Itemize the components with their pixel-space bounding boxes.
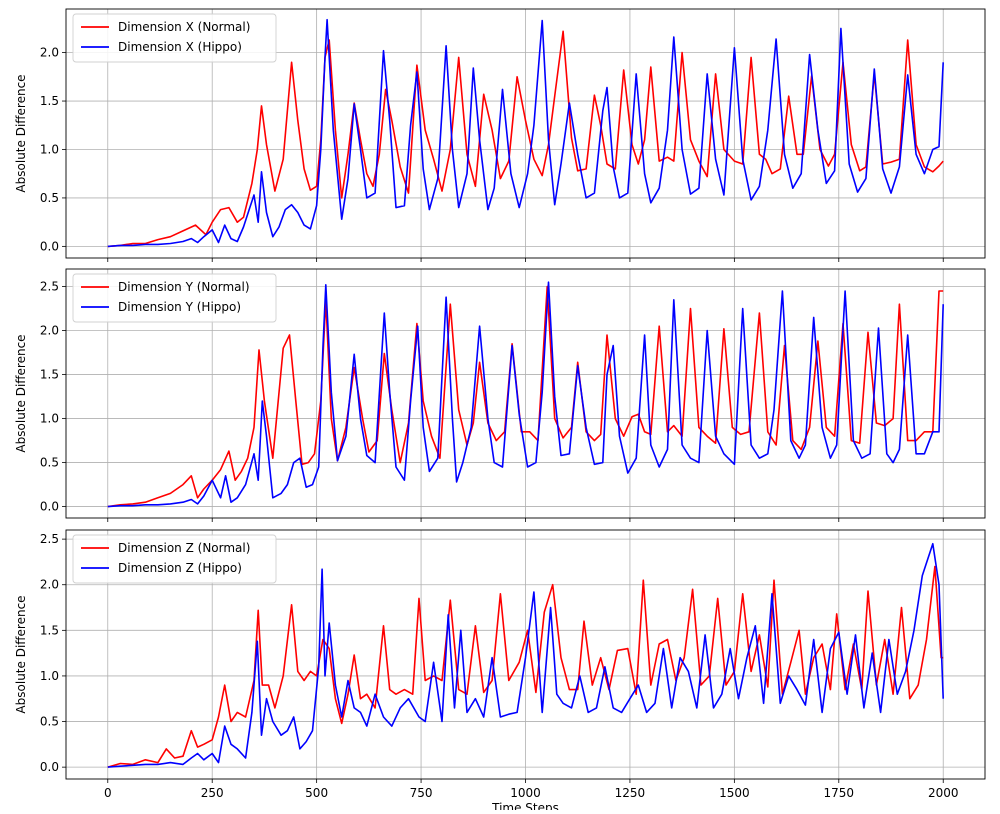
legend-box (72, 534, 277, 584)
series-line-2 (107, 18, 944, 248)
y-axis-label: Absolute Difference (14, 334, 28, 452)
x-tick-label: 1750 (824, 786, 855, 800)
y-tick-label: 0.0 (40, 500, 59, 514)
legend-label-1: Dimension X (Normal) (118, 20, 250, 34)
series-line-2 (107, 542, 944, 768)
legend: Dimension Z (Normal) Dimension Z (Hippo) (72, 534, 277, 584)
y-tick-label: 0.5 (40, 715, 59, 729)
subplot-3: 0 250 500 750 1000 1250 1500 1750 2000 0.0 0.5 1.0 1… (14, 529, 986, 814)
y-tick-label: 0.0 (40, 760, 59, 774)
legend: Dimension X (Normal) Dimension X (Hippo) (72, 13, 277, 63)
y-tick-label: 1.5 (40, 94, 59, 108)
legend: Dimension Y (Normal) Dimension Y (Hippo) (72, 273, 277, 323)
legend-label-1: Dimension Y (Normal) (118, 280, 250, 294)
x-tick-label: 2000 (928, 786, 959, 800)
y-tick-label: 0.0 (40, 239, 59, 253)
x-axis-label: Time Steps (491, 801, 559, 810)
y-tick-label: 1.0 (40, 412, 59, 426)
y-tick-label: 1.5 (40, 623, 59, 637)
x-tick-label: 500 (305, 786, 328, 800)
y-tick-label: 1.5 (40, 368, 59, 382)
series-line-1 (107, 30, 944, 248)
legend-label-2: Dimension Z (Hippo) (118, 561, 242, 575)
legend-label-1: Dimension Z (Normal) (118, 541, 250, 555)
x-tick-label: 1500 (719, 786, 750, 800)
subplot-2: 0.0 0.5 1.0 1.5 2.0 2.5 Absolute Difference Dim… (14, 268, 986, 522)
y-tick-label: 2.0 (40, 46, 59, 60)
x-tick-label: 1000 (510, 786, 541, 800)
y-tick-label: 1.0 (40, 669, 59, 683)
y-tick-label: 2.0 (40, 578, 59, 592)
y-axis-label: Absolute Difference (14, 74, 28, 192)
y-tick-label: 1.0 (40, 142, 59, 156)
series-line-2 (107, 281, 944, 508)
y-tick-label: 0.5 (40, 456, 59, 470)
y-tick-label: 2.0 (40, 324, 59, 338)
x-tick-label: 250 (201, 786, 224, 800)
legend-box (72, 13, 277, 63)
y-axis-label: Absolute Difference (14, 595, 28, 713)
legend-label-2: Dimension Y (Hippo) (118, 300, 241, 314)
x-tick-label: 1250 (615, 786, 646, 800)
x-tick-label: 0 (104, 786, 112, 800)
subplot-1: 0.0 0.5 1.0 1.5 2.0 Absolute Difference Dimens… (14, 8, 986, 262)
x-tick-label: 750 (410, 786, 433, 800)
y-tick-label: 0.5 (40, 191, 59, 205)
legend-label-2: Dimension X (Hippo) (118, 40, 242, 54)
y-tick-label: 2.5 (40, 532, 59, 546)
y-tick-label: 2.5 (40, 280, 59, 294)
legend-box (72, 273, 277, 323)
